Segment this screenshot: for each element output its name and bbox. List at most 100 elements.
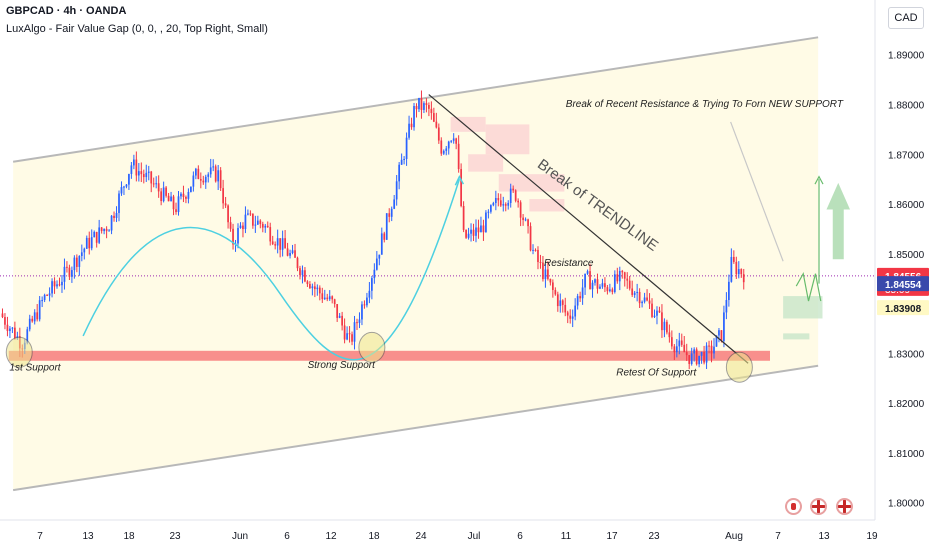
candle[interactable]: [688, 355, 691, 364]
candle[interactable]: [700, 351, 703, 356]
candle[interactable]: [264, 225, 267, 228]
candle[interactable]: [9, 328, 11, 331]
candle[interactable]: [26, 329, 29, 343]
candle[interactable]: [584, 273, 586, 288]
candle[interactable]: [609, 289, 611, 292]
candle[interactable]: [589, 271, 591, 290]
candle[interactable]: [51, 281, 53, 294]
canada-flag-icon[interactable]: [785, 498, 802, 515]
candle[interactable]: [133, 159, 135, 166]
candle[interactable]: [621, 270, 624, 273]
candle[interactable]: [160, 191, 163, 202]
candle[interactable]: [494, 198, 497, 204]
candle[interactable]: [63, 266, 66, 282]
candle[interactable]: [199, 178, 202, 181]
candle[interactable]: [497, 198, 500, 201]
candle[interactable]: [311, 286, 314, 289]
candle[interactable]: [4, 317, 6, 325]
candle[interactable]: [728, 281, 730, 301]
candle[interactable]: [636, 291, 639, 293]
candle[interactable]: [559, 300, 562, 307]
candle[interactable]: [735, 261, 738, 275]
candle[interactable]: [157, 183, 160, 192]
candle[interactable]: [197, 168, 200, 179]
candle[interactable]: [190, 186, 192, 192]
candle[interactable]: [420, 97, 423, 110]
candle[interactable]: [93, 231, 96, 238]
candle[interactable]: [616, 274, 619, 282]
candle[interactable]: [113, 215, 115, 218]
candle[interactable]: [291, 250, 294, 254]
candle[interactable]: [321, 293, 324, 300]
candle[interactable]: [504, 204, 507, 206]
candle[interactable]: [653, 315, 656, 317]
candle[interactable]: [725, 300, 728, 313]
candle[interactable]: [204, 176, 207, 183]
candle[interactable]: [83, 248, 86, 253]
candle[interactable]: [581, 287, 584, 299]
candle[interactable]: [380, 233, 383, 255]
candle[interactable]: [470, 229, 472, 234]
candle[interactable]: [130, 165, 133, 174]
candle[interactable]: [527, 219, 529, 227]
candle[interactable]: [46, 294, 48, 296]
candle[interactable]: [165, 187, 167, 196]
candle[interactable]: [509, 188, 512, 203]
candle[interactable]: [309, 284, 311, 289]
candle[interactable]: [118, 193, 120, 213]
candle[interactable]: [492, 203, 495, 206]
candle[interactable]: [105, 228, 108, 232]
candle[interactable]: [695, 349, 698, 365]
candle[interactable]: [482, 225, 485, 233]
candle[interactable]: [108, 230, 110, 232]
candle[interactable]: [596, 279, 599, 289]
candle[interactable]: [378, 254, 381, 259]
candle[interactable]: [373, 269, 376, 279]
candle[interactable]: [418, 97, 420, 110]
candle[interactable]: [723, 312, 725, 341]
candle[interactable]: [534, 249, 537, 251]
candle[interactable]: [393, 199, 396, 209]
channel-lower-line[interactable]: [12, 364, 819, 492]
candle[interactable]: [182, 193, 185, 197]
candle[interactable]: [668, 332, 671, 338]
candle[interactable]: [532, 249, 534, 251]
candle[interactable]: [316, 287, 319, 290]
candle[interactable]: [167, 195, 170, 202]
candle[interactable]: [128, 173, 130, 185]
candle[interactable]: [658, 310, 661, 313]
candle[interactable]: [638, 291, 641, 304]
candle[interactable]: [410, 123, 413, 128]
candle[interactable]: [6, 324, 9, 331]
candle[interactable]: [207, 174, 210, 177]
candle[interactable]: [544, 269, 547, 280]
candle[interactable]: [685, 352, 688, 356]
candle[interactable]: [388, 213, 391, 217]
candle[interactable]: [437, 127, 440, 141]
candle[interactable]: [680, 340, 683, 345]
candle[interactable]: [286, 248, 289, 256]
candle[interactable]: [155, 183, 158, 185]
candle[interactable]: [313, 286, 316, 290]
candle[interactable]: [675, 346, 678, 353]
candle[interactable]: [38, 300, 41, 320]
candle[interactable]: [499, 200, 502, 206]
candle[interactable]: [58, 284, 61, 286]
candle[interactable]: [455, 138, 458, 144]
candle[interactable]: [452, 138, 455, 141]
candle[interactable]: [467, 233, 470, 238]
candle[interactable]: [180, 193, 182, 197]
candle[interactable]: [432, 113, 435, 122]
candle[interactable]: [673, 346, 676, 353]
candle[interactable]: [323, 297, 326, 300]
candle[interactable]: [242, 225, 244, 230]
candle[interactable]: [539, 262, 542, 264]
candle[interactable]: [517, 200, 520, 203]
candle[interactable]: [162, 187, 165, 202]
candle[interactable]: [490, 205, 492, 212]
candle[interactable]: [601, 283, 604, 287]
candle[interactable]: [375, 258, 378, 270]
candle[interactable]: [703, 351, 705, 363]
candle[interactable]: [440, 140, 443, 154]
